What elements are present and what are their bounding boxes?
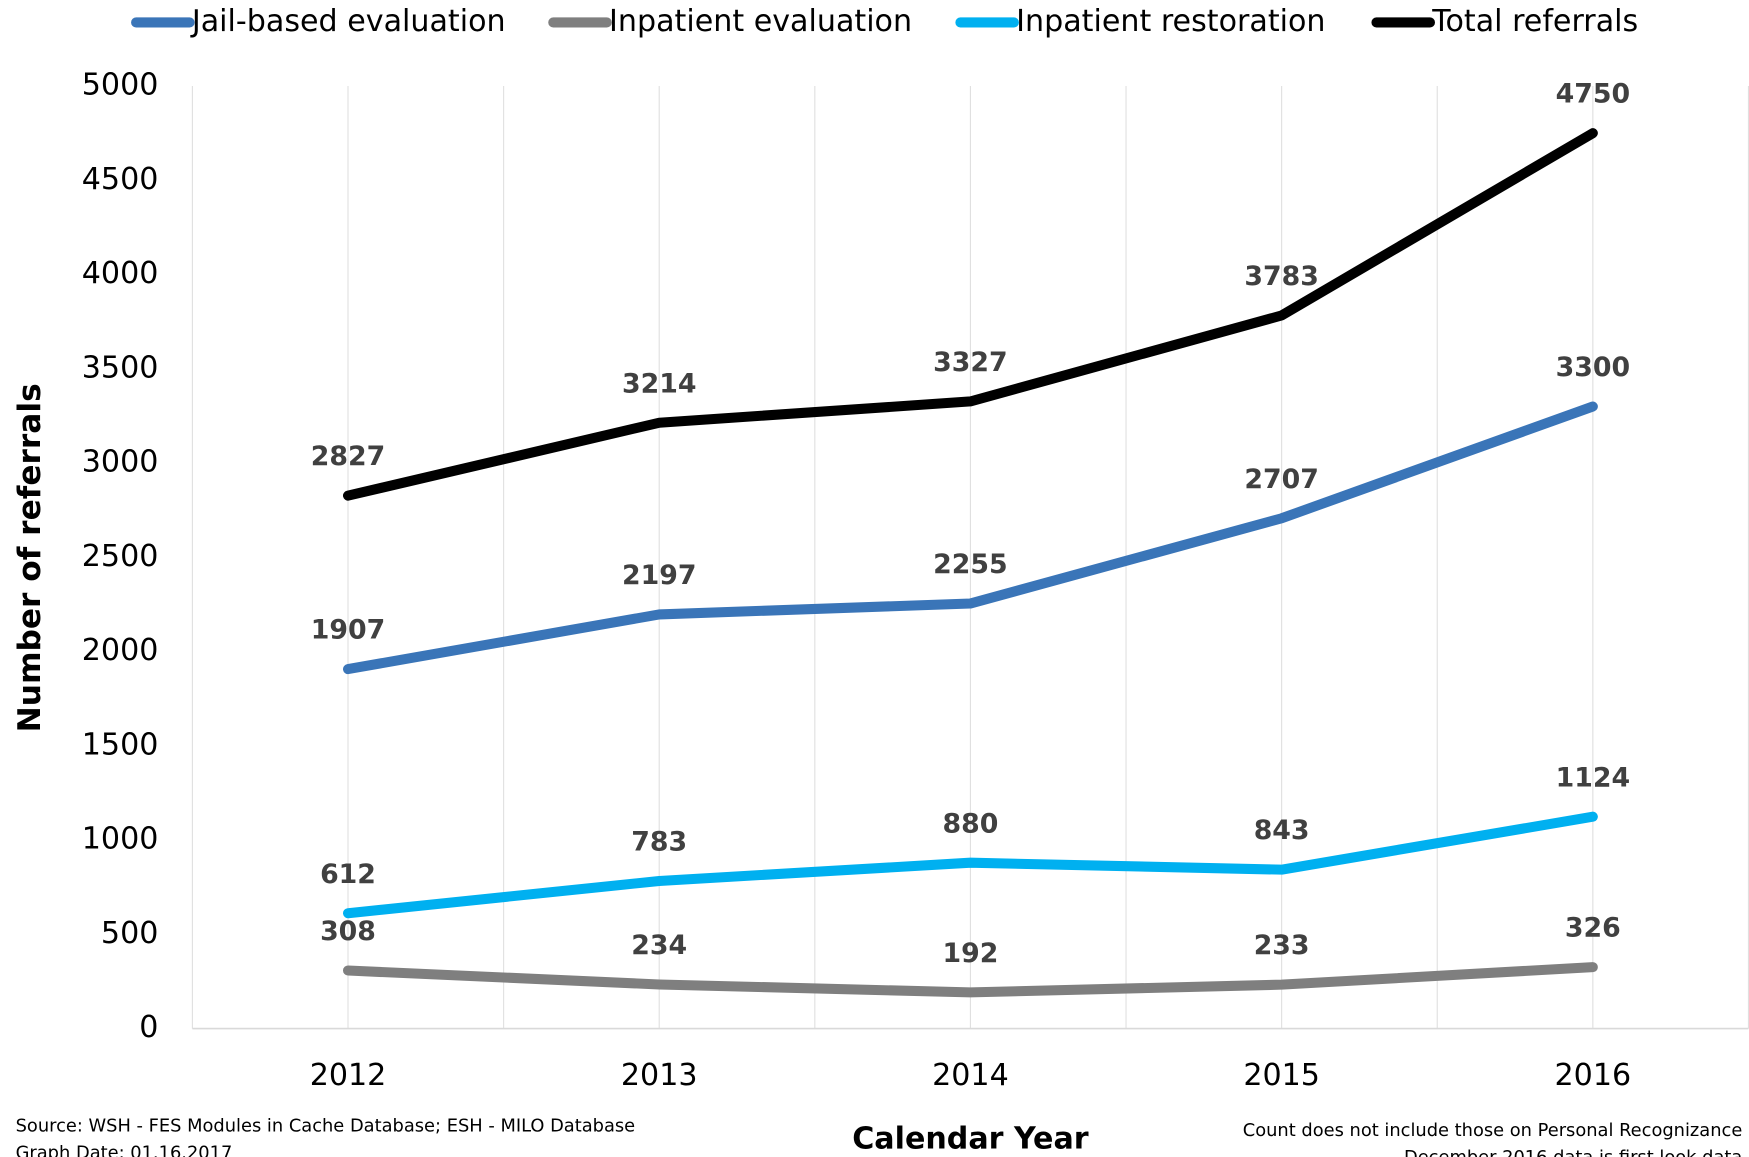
series-line [342,811,1598,919]
y-tick-label: 3500 [82,350,159,385]
y-tick-label: 3000 [82,445,159,480]
series-line [342,401,1598,675]
y-tick-label: 4500 [82,162,159,197]
data-label: 326 [1565,913,1621,944]
y-tick-label: 1000 [82,822,159,857]
data-label: 3300 [1556,352,1631,383]
count-note: Count does not include those on Personal… [1243,1120,1743,1141]
x-axis-title: Calendar Year [852,1122,1089,1157]
x-tick-label: 2013 [621,1058,698,1093]
data-label: 192 [942,938,998,969]
y-tick-label: 1500 [82,727,159,762]
data-label: 843 [1254,815,1310,846]
data-label: 2707 [1244,464,1319,495]
legend-label: Inpatient evaluation [609,4,912,39]
data-label: 3214 [622,368,697,399]
data-label: 2255 [933,549,1008,580]
y-tick-label: 2500 [82,539,159,574]
data-label: 3783 [1244,261,1319,292]
data-label: 1907 [311,615,385,646]
date-note: Graph Date: 01.16.2017 [16,1143,233,1157]
data-note: December 2016 data is first look data [1404,1147,1742,1157]
x-tick-label: 2015 [1243,1058,1320,1093]
y-tick-label: 500 [101,916,158,951]
legend-label: Total referrals [1431,4,1638,39]
y-tick-label: 2000 [82,633,159,668]
series-line [342,962,1598,998]
legend-label: Inpatient restoration [1016,4,1325,39]
data-label: 308 [320,916,376,947]
x-tick-label: 2012 [310,1058,387,1093]
data-label: 1124 [1556,762,1631,793]
data-label: 2197 [622,560,697,591]
x-tick-label: 2014 [932,1058,1009,1093]
y-tick-label: 0 [139,1010,158,1045]
series-line [342,128,1598,501]
data-label: 2827 [311,441,385,472]
y-tick-label: 5000 [82,68,159,103]
data-label: 4750 [1556,79,1631,110]
data-label: 233 [1254,930,1310,961]
x-tick-label: 2016 [1555,1058,1632,1093]
data-label: 783 [631,827,687,858]
data-label: 880 [942,808,998,839]
y-tick-label: 4000 [82,256,159,291]
data-label: 612 [320,859,376,890]
data-label: 234 [631,930,687,961]
legend-label: Jail-based evaluation [190,4,506,39]
data-label: 3327 [933,347,1008,378]
y-axis-title: Number of referrals [12,383,48,732]
source-note: Source: WSH - FES Modules in Cache Datab… [16,1116,636,1137]
